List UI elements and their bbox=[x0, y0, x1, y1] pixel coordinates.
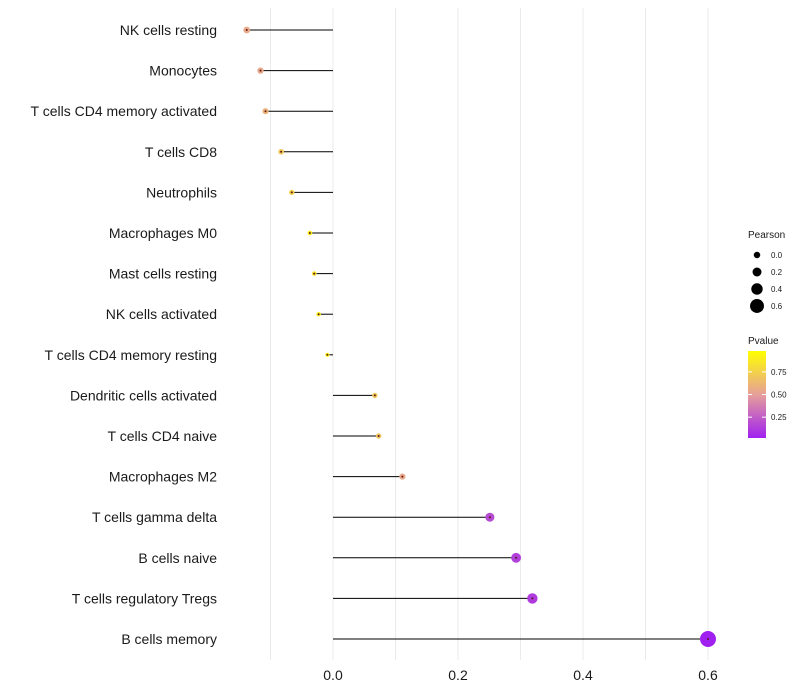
category-label: T cells CD8 bbox=[145, 144, 217, 160]
category-label: T cells regulatory Tregs bbox=[72, 590, 217, 606]
x-axis-tick-labels: 0.0 0.2 0.4 0.6 bbox=[323, 667, 718, 683]
category-label: T cells CD4 memory resting bbox=[45, 347, 217, 363]
lollipop-point-center bbox=[401, 475, 404, 478]
legend-pvalue: Pvalue 0.25 0.50 0.75 bbox=[748, 336, 787, 438]
category-label: NK cells resting bbox=[120, 22, 217, 38]
lollipop-point-center bbox=[280, 150, 283, 153]
lollipop-point-center bbox=[377, 435, 380, 437]
stem-layer bbox=[246, 29, 708, 640]
x-tick-label: 0.4 bbox=[573, 667, 593, 683]
category-label: B cells memory bbox=[121, 631, 217, 647]
legend-size-key bbox=[752, 267, 762, 277]
x-tick-label: 0.0 bbox=[323, 667, 343, 683]
lollipop-point-center bbox=[707, 638, 709, 640]
legend-color-label: 0.75 bbox=[771, 368, 787, 377]
grid-layer bbox=[270, 8, 709, 660]
legend-color-label: 0.25 bbox=[771, 413, 787, 422]
legend-pearson-title: Pearson bbox=[748, 230, 785, 241]
legend-pvalue-title: Pvalue bbox=[748, 336, 779, 347]
lollipop-point-center bbox=[515, 556, 518, 559]
legend-pvalue-colorbar bbox=[748, 351, 766, 438]
x-tick-label: 0.6 bbox=[698, 667, 718, 683]
legend-size-label: 0.2 bbox=[771, 268, 783, 277]
lollipop-point-center bbox=[290, 191, 293, 194]
lollipop-point-center bbox=[259, 69, 262, 72]
category-label: Macrophages M0 bbox=[109, 225, 217, 241]
lollipop-point-center bbox=[313, 272, 316, 275]
legend-size-key bbox=[753, 251, 761, 259]
legend-size-label: 0.4 bbox=[771, 285, 783, 294]
lollipop-point-center bbox=[245, 29, 248, 31]
category-label: Dendritic cells activated bbox=[70, 387, 217, 403]
category-label: Monocytes bbox=[149, 63, 217, 79]
lollipop-point-center bbox=[317, 313, 320, 316]
legend-size-key bbox=[750, 299, 764, 313]
x-tick-label: 0.2 bbox=[448, 667, 468, 683]
category-label: T cells CD4 memory activated bbox=[31, 103, 217, 119]
legend-color-label: 0.50 bbox=[771, 391, 787, 400]
lollipop-point-center bbox=[326, 353, 329, 356]
category-label: B cells naive bbox=[138, 550, 217, 566]
legend-size-label: 0.6 bbox=[771, 302, 783, 311]
lollipop-point-center bbox=[264, 110, 267, 113]
lollipop-point-center bbox=[531, 597, 534, 600]
category-label: NK cells activated bbox=[106, 306, 217, 322]
legend-size-label: 0.0 bbox=[771, 251, 783, 260]
category-label: T cells CD4 naive bbox=[108, 428, 218, 444]
category-label: Neutrophils bbox=[146, 184, 217, 200]
lollipop-point-center bbox=[308, 232, 311, 234]
point-layer bbox=[243, 26, 716, 647]
lollipop-point-center bbox=[373, 394, 376, 397]
lollipop-point-center bbox=[488, 516, 491, 519]
category-labels: NK cells resting Monocytes T cells CD4 mem… bbox=[31, 22, 218, 647]
category-label: Mast cells resting bbox=[109, 266, 217, 282]
category-label: T cells gamma delta bbox=[92, 509, 217, 525]
legend-pearson: Pearson 0.0 0.2 0.4 0.6 bbox=[748, 230, 785, 313]
category-label: Macrophages M2 bbox=[109, 469, 217, 485]
legend-size-key bbox=[751, 283, 763, 295]
